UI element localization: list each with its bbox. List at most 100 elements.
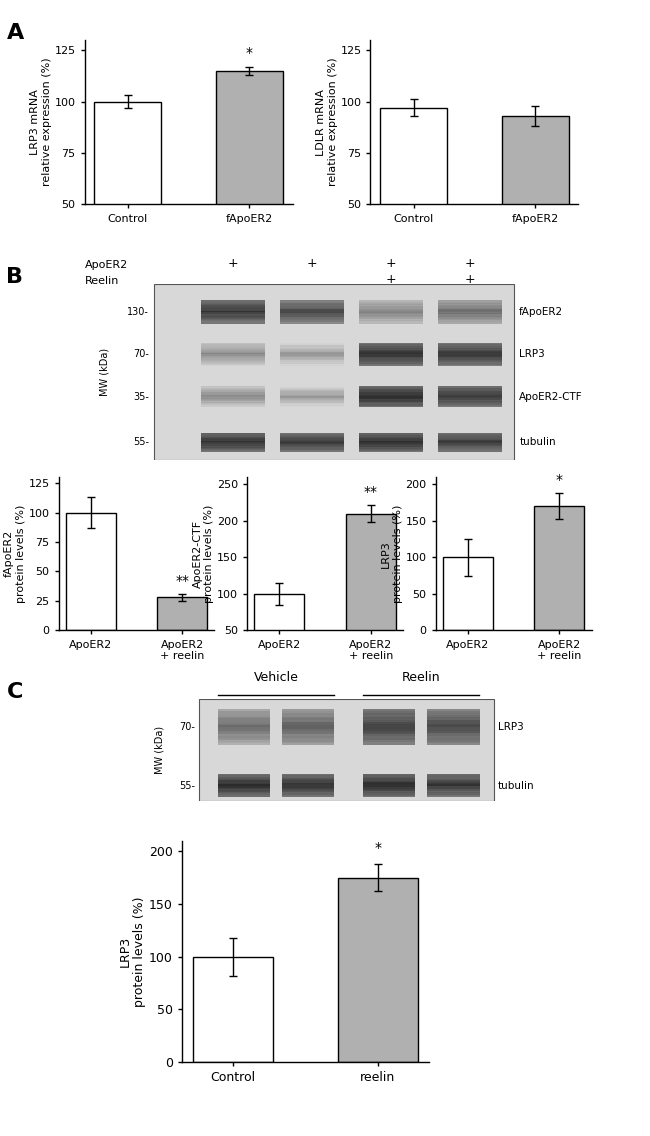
Bar [280, 396, 344, 398]
Bar [427, 725, 480, 727]
Bar [201, 387, 265, 389]
Bar [218, 718, 270, 720]
Bar [359, 451, 423, 452]
Bar [201, 310, 265, 311]
Y-axis label: LRP3
protein levels (%): LRP3 protein levels (%) [381, 504, 402, 603]
Bar [359, 448, 423, 449]
Bar [218, 725, 270, 727]
Bar [363, 774, 415, 776]
Bar [359, 435, 423, 436]
Bar [437, 319, 502, 320]
Bar [363, 776, 415, 778]
Bar [201, 442, 265, 443]
Bar [282, 791, 334, 792]
Bar [437, 352, 502, 353]
Bar [363, 777, 415, 779]
Bar [359, 435, 423, 436]
Bar [280, 358, 344, 359]
Bar [359, 445, 423, 446]
Bar [359, 404, 423, 406]
Bar [359, 386, 423, 387]
Bar [359, 304, 423, 306]
Bar [359, 365, 423, 366]
Bar [201, 441, 265, 442]
Bar [359, 393, 423, 394]
Text: Reelin: Reelin [402, 671, 441, 684]
Bar [218, 784, 270, 786]
Bar [427, 775, 480, 777]
Bar [201, 404, 265, 406]
Bar [282, 737, 334, 740]
Bar [359, 400, 423, 401]
Bar [363, 716, 415, 718]
Bar [363, 787, 415, 788]
Bar [437, 302, 502, 303]
Bar [437, 435, 502, 436]
Bar [280, 343, 344, 344]
Text: +: + [306, 258, 317, 270]
Bar [359, 437, 423, 438]
Text: +: + [227, 258, 238, 270]
Bar [427, 782, 480, 784]
Bar [363, 715, 415, 717]
Bar [363, 730, 415, 733]
Bar [218, 730, 270, 733]
Bar [201, 449, 265, 450]
Bar [201, 309, 265, 310]
Bar [280, 362, 344, 364]
Bar [280, 437, 344, 438]
Bar [359, 308, 423, 309]
Bar [363, 741, 415, 743]
Bar [359, 306, 423, 307]
Bar [218, 778, 270, 780]
Bar [437, 449, 502, 450]
Bar [427, 793, 480, 794]
Bar [280, 303, 344, 304]
Bar [280, 394, 344, 395]
Bar [282, 788, 334, 790]
Bar [201, 451, 265, 452]
Bar [201, 318, 265, 319]
Bar [437, 386, 502, 387]
Bar [280, 400, 344, 401]
Bar [201, 386, 265, 387]
Bar [280, 389, 344, 390]
Bar [359, 319, 423, 320]
Bar [359, 348, 423, 349]
Bar [363, 791, 415, 792]
Bar [359, 311, 423, 312]
Bar [427, 727, 480, 729]
Bar [427, 737, 480, 740]
Text: ApoER2: ApoER2 [84, 260, 128, 270]
Bar [201, 358, 265, 359]
Bar [437, 403, 502, 404]
Bar [280, 346, 344, 348]
Bar [282, 743, 334, 745]
Bar [363, 740, 415, 742]
Bar [94, 101, 161, 308]
Bar [280, 404, 344, 406]
Bar [157, 598, 207, 630]
Bar [363, 785, 415, 786]
Bar [201, 443, 265, 444]
Bar [359, 353, 423, 354]
Bar [437, 346, 502, 348]
Bar [280, 443, 344, 444]
Bar [427, 734, 480, 736]
Bar [437, 387, 502, 389]
Bar [201, 446, 265, 448]
Bar [201, 393, 265, 394]
Bar [502, 116, 569, 308]
Bar [363, 784, 415, 786]
Bar [437, 323, 502, 324]
Bar [363, 720, 415, 721]
Bar [280, 365, 344, 366]
Bar [437, 351, 502, 352]
Bar [427, 721, 480, 724]
Bar [437, 442, 502, 443]
Bar [280, 436, 344, 437]
Bar [437, 404, 502, 407]
Bar [201, 437, 265, 438]
Bar [201, 348, 265, 349]
Bar [359, 357, 423, 358]
